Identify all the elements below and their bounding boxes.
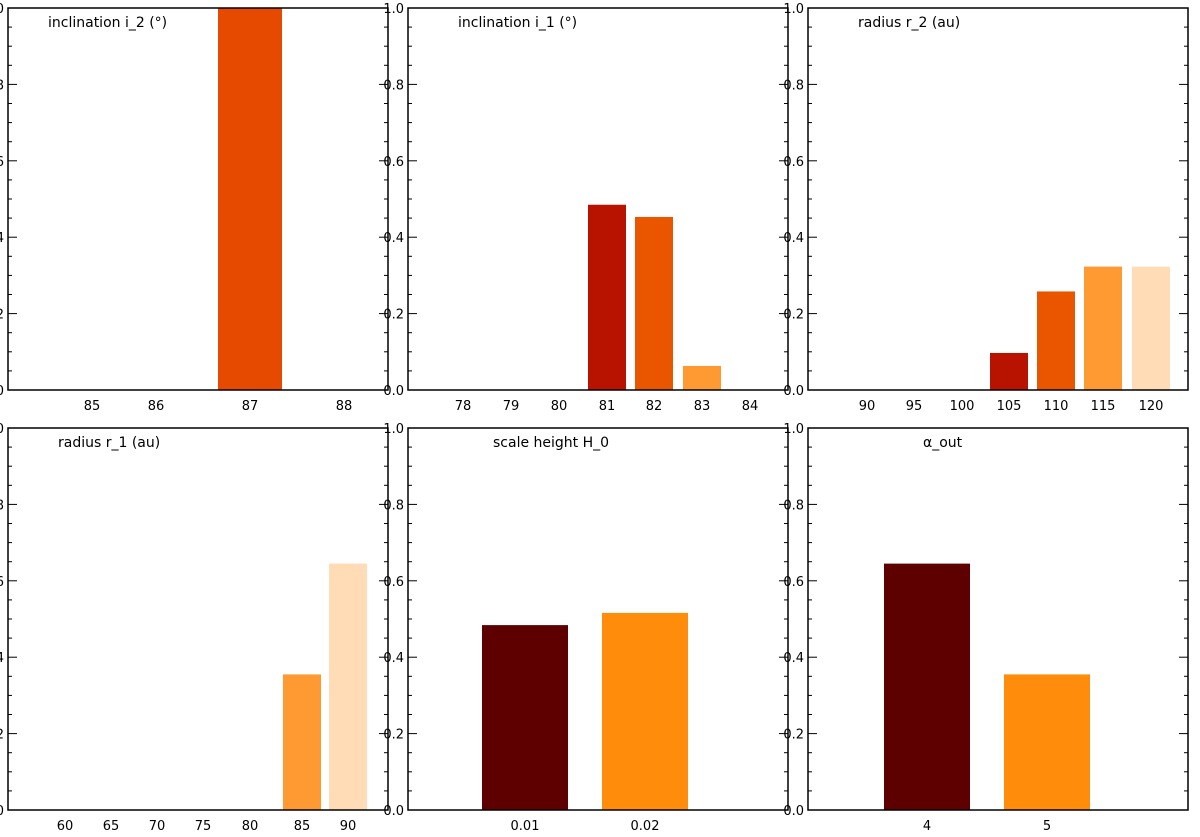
y-tick-label: 0.6	[383, 575, 404, 590]
x-tick-label: 78	[455, 399, 472, 414]
x-tick-label: 87	[242, 399, 259, 414]
panel-4: 0.0 0.2 0.4 0.6 0.8 1.0 60 65 70 75 80 85 90 radius r…	[0, 422, 389, 834]
x-tick-label: 80	[242, 819, 259, 834]
bar-85	[283, 674, 321, 810]
bar-105	[990, 352, 1028, 390]
y-tick-label: 0.2	[783, 308, 804, 323]
y-tick-label: 0.4	[383, 231, 404, 246]
y-tick-label: 0.2	[0, 728, 4, 743]
x-tick-label: 88	[336, 399, 353, 414]
x-tick-label: 115	[1091, 399, 1116, 414]
bar-115	[1084, 266, 1122, 390]
y-tick-label: 1.0	[0, 2, 4, 17]
bar-87	[218, 8, 282, 390]
panel-title: α_out	[923, 435, 963, 451]
y-tick-label: 0.0	[383, 804, 404, 819]
x-tick-label: 110	[1044, 399, 1069, 414]
bar-81	[588, 204, 626, 390]
x-tick-label: 100	[950, 399, 975, 414]
panel-title: radius r_2 (au)	[858, 15, 960, 31]
y-tick-label: 1.0	[783, 422, 804, 437]
y-tick-label: 1.0	[383, 2, 404, 17]
x-tick-label: 85	[294, 819, 311, 834]
panel-title: radius r_1 (au)	[58, 435, 160, 451]
y-tick-label: 0.0	[383, 384, 404, 399]
bar-0.02	[602, 612, 688, 810]
x-tick-label: 82	[646, 399, 663, 414]
x-tick-label: 120	[1139, 399, 1164, 414]
y-tick-label: 0.2	[383, 308, 404, 323]
x-tick-label: 5	[1043, 819, 1051, 834]
y-tick-label: 0.8	[783, 498, 804, 513]
y-tick-label: 1.0	[0, 422, 4, 437]
bar-5	[1004, 674, 1090, 810]
panel-title: inclination i_2 (°)	[48, 15, 167, 31]
plot-frame	[407, 427, 789, 811]
x-tick-label: 79	[503, 399, 520, 414]
panel-6: 0.0 0.2 0.4 0.6 0.8 1.0 4 5 α_out	[783, 422, 1189, 834]
y-tick-label: 0.8	[783, 78, 804, 93]
bar-110	[1037, 291, 1075, 390]
y-tick-label: 0.6	[383, 155, 404, 170]
bar-82	[635, 216, 673, 390]
plot-frame	[7, 7, 389, 391]
x-tick-label: 85	[84, 399, 101, 414]
x-tick-label: 60	[57, 819, 74, 834]
x-tick-label: 84	[742, 399, 759, 414]
y-tick-label: 0.4	[383, 651, 404, 666]
y-tick-label: 0.0	[783, 384, 804, 399]
bar-0.01	[482, 625, 568, 810]
y-tick-label: 0.6	[0, 575, 4, 590]
x-tick-label: 105	[997, 399, 1022, 414]
x-tick-label: 86	[148, 399, 165, 414]
y-tick-label: 1.0	[383, 422, 404, 437]
y-tick-label: 0.4	[0, 651, 4, 666]
y-tick-label: 0.4	[783, 231, 804, 246]
y-tick-label: 0.8	[0, 498, 4, 513]
x-tick-label: 81	[599, 399, 616, 414]
x-tick-label: 80	[551, 399, 568, 414]
panel-3: 0.0 0.2 0.4 0.6 0.8 1.0 90 95 100 105 110 115 120 rad…	[783, 2, 1189, 414]
x-tick-label: 0.01	[511, 819, 540, 834]
y-tick-label: 0.0	[0, 804, 4, 819]
y-tick-label: 1.0	[783, 2, 804, 17]
y-tick-label: 0.6	[783, 575, 804, 590]
y-tick-label: 0.0	[0, 384, 4, 399]
y-tick-label: 0.4	[783, 651, 804, 666]
x-tick-label: 75	[195, 819, 212, 834]
x-tick-label: 70	[149, 819, 166, 834]
y-tick-label: 0.6	[0, 155, 4, 170]
x-tick-label: 4	[923, 819, 931, 834]
bar-83	[683, 365, 721, 390]
panel-1: 0.0 0.2 0.4 0.6 0.8 1.0 85 86 87 88 inclination i_…	[0, 2, 389, 414]
bar-4	[884, 563, 970, 810]
y-tick-label: 0.8	[383, 498, 404, 513]
plot-frame	[807, 7, 1189, 391]
y-tick-label: 0.8	[383, 78, 404, 93]
panel-title: inclination i_1 (°)	[458, 15, 577, 31]
y-tick-label: 0.0	[783, 804, 804, 819]
x-tick-label: 83	[694, 399, 711, 414]
panel-2: 0.0 0.2 0.4 0.6 0.8 1.0 78 79 80 81 82 83 84 inclinat…	[383, 2, 789, 414]
bar-120	[1132, 266, 1170, 390]
x-tick-label: 90	[859, 399, 876, 414]
bar-90	[329, 563, 367, 810]
x-tick-label: 95	[906, 399, 923, 414]
y-tick-label: 0.2	[783, 728, 804, 743]
y-tick-label: 0.2	[0, 308, 4, 323]
y-tick-label: 0.2	[383, 728, 404, 743]
y-tick-label: 0.8	[0, 78, 4, 93]
x-tick-label: 90	[340, 819, 357, 834]
panel-5: 0.0 0.2 0.4 0.6 0.8 1.0 0.01 0.02 scale height H…	[383, 422, 789, 834]
x-tick-label: 65	[103, 819, 120, 834]
x-tick-label: 0.02	[631, 819, 660, 834]
y-tick-label: 0.6	[783, 155, 804, 170]
y-tick-label: 0.4	[0, 231, 4, 246]
plot-frame	[807, 427, 1189, 811]
panel-title: scale height H_0	[493, 435, 609, 451]
